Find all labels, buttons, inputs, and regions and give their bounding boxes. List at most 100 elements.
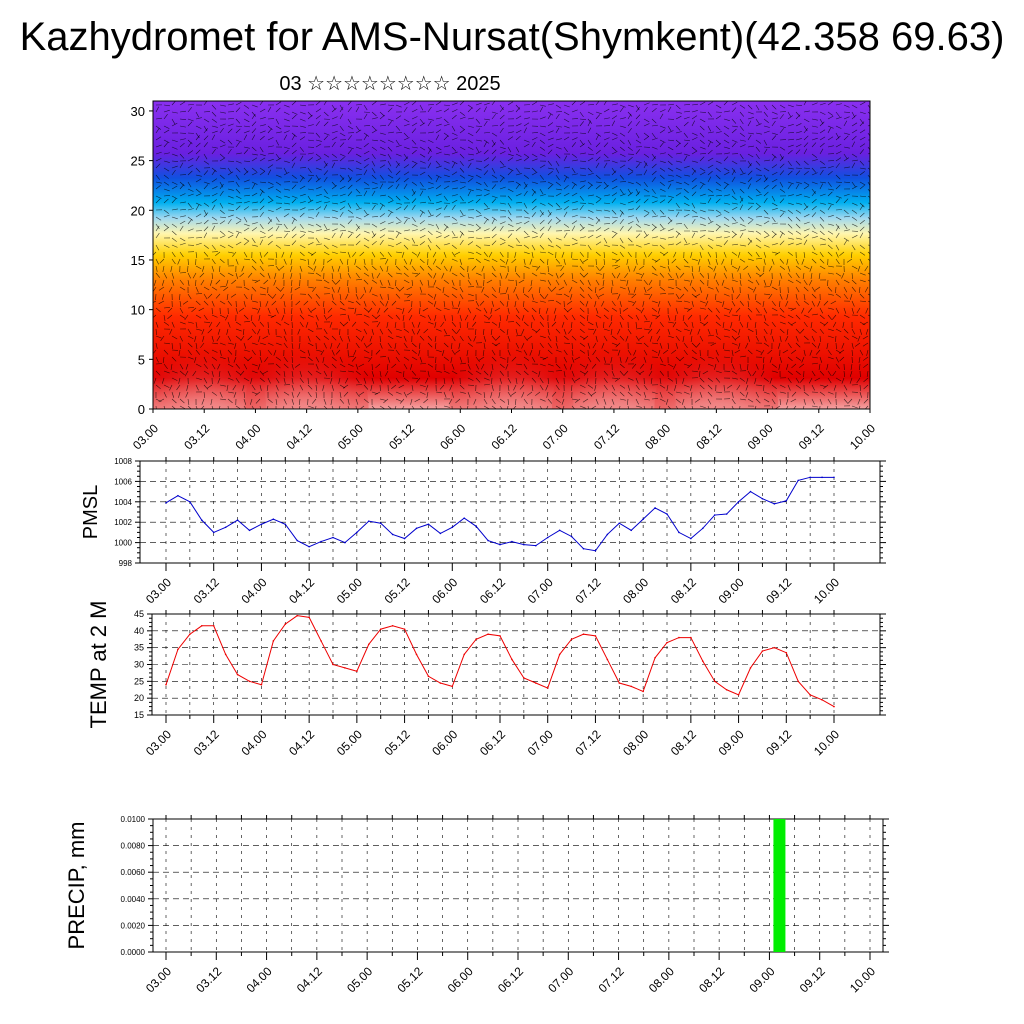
temp-point [594, 635, 597, 637]
pmsl-y-tick-label: 1008 [114, 457, 132, 466]
pmsl-x-tick-label: 03.00 [143, 575, 174, 606]
temp-point [570, 638, 573, 641]
temp-x-tick-label: 05.00 [334, 727, 365, 758]
temp-point [165, 683, 167, 686]
pmsl-point [558, 529, 561, 532]
temp-point [678, 636, 680, 639]
pmsl-point [821, 476, 823, 479]
temp-point [654, 656, 656, 659]
pmsl-point [320, 540, 322, 543]
pmsl-point [785, 499, 788, 502]
pmsl-x-tick-label: 06.12 [477, 575, 508, 606]
temp-point [463, 653, 466, 656]
precip-x-tick-label: 07.12 [596, 964, 627, 995]
pmsl-point [475, 525, 477, 528]
pmsl-point [367, 520, 370, 522]
temp-point [499, 635, 501, 637]
pmsl-point [415, 527, 418, 530]
temp-x-tick-label: 06.00 [429, 727, 460, 758]
pmsl-x-tick-label: 04.12 [286, 575, 317, 606]
temp-point [713, 680, 716, 683]
temp-point [200, 624, 203, 627]
warm-column [153, 331, 267, 409]
pmsl-point [439, 532, 442, 535]
pmsl-point [189, 501, 191, 503]
pmsl-point [391, 533, 394, 536]
heatmap-area [153, 101, 870, 409]
temp-x-tick-label: 07.12 [572, 727, 603, 758]
pmsl-point [356, 531, 358, 534]
temp-x-tick-label: 04.00 [238, 727, 269, 758]
pmsl-y-tick-label: 1006 [114, 477, 132, 486]
temp-point [511, 658, 513, 661]
temp-point [427, 675, 430, 678]
temp-x-tick-label: 07.00 [525, 727, 556, 758]
temp-point [320, 640, 322, 642]
pmsl-point [523, 543, 525, 546]
pmsl-point [690, 537, 692, 540]
pmsl-point [630, 529, 633, 532]
pmsl-point [618, 522, 621, 525]
temp-point [248, 680, 251, 683]
precip-y-tick-label: 0.0020 [121, 921, 146, 930]
temp-point [189, 633, 191, 635]
temp-point [809, 694, 811, 696]
pmsl-point [713, 514, 716, 516]
temp-x-tick-label: 06.12 [477, 727, 508, 758]
precip-bar [773, 819, 786, 952]
temp-point [534, 682, 537, 684]
pmsl-point [403, 537, 406, 540]
pmsl-y-tick-label: 1002 [114, 518, 132, 527]
precip-x-tick-label: 06.12 [495, 964, 526, 995]
pmsl-point [499, 543, 501, 546]
temp-y-tick-label: 35 [134, 643, 144, 653]
temp-x-tick-label: 08.00 [620, 727, 651, 758]
temp-x-tick-label: 04.12 [286, 727, 317, 758]
warm-column [449, 331, 574, 409]
temp-x-tick-label: 03.00 [143, 727, 174, 758]
temp-point [666, 641, 668, 644]
temp-point [344, 667, 346, 669]
pmsl-point [487, 539, 489, 542]
pmsl-y-tick-label: 998 [119, 559, 133, 568]
pmsl-point [379, 522, 382, 525]
pmsl-point [165, 502, 167, 504]
chart-subtitle: 03 ☆☆☆☆☆☆☆☆ 2025 [279, 73, 501, 95]
temp-point [546, 687, 549, 689]
pmsl-point [678, 531, 680, 534]
y-tick-label: 25 [131, 154, 145, 169]
temp-point [177, 648, 179, 651]
pmsl-point [654, 507, 656, 509]
pmsl-point [570, 535, 573, 538]
temp-point [451, 685, 454, 688]
warm-column [654, 331, 779, 409]
temp-point [606, 658, 609, 661]
precip-x-tick-label: 03.12 [193, 964, 224, 995]
pmsl-point [773, 503, 776, 505]
temp-point [487, 633, 489, 635]
pmsl-frame [139, 460, 881, 564]
temp-point [725, 688, 728, 691]
pmsl-point [749, 490, 752, 493]
pmsl-x-tick-label: 07.00 [525, 575, 556, 606]
temp-point [332, 663, 334, 666]
temp-point [773, 646, 776, 649]
pmsl-point [260, 523, 263, 526]
pmsl-x-tick-label: 09.00 [716, 575, 747, 606]
temp-y-tick-label: 45 [134, 609, 144, 619]
temp-point [403, 628, 406, 630]
temp-point [379, 628, 382, 630]
temp-point [690, 636, 692, 639]
precip-x-tick-label: 08.00 [646, 964, 677, 995]
pmsl-point [606, 533, 609, 536]
temp-x-tick-label: 09.12 [763, 727, 794, 758]
temp-y-tick-label: 30 [134, 660, 144, 670]
pmsl-x-tick-label: 09.12 [763, 575, 794, 606]
y-tick-label: 5 [138, 352, 145, 367]
pmsl-point [427, 523, 430, 526]
pmsl-x-tick-label: 04.00 [238, 575, 269, 606]
pmsl-point [284, 523, 287, 526]
precip-x-tick-label: 03.00 [143, 964, 174, 995]
temp-y-tick-label: 25 [134, 676, 144, 686]
